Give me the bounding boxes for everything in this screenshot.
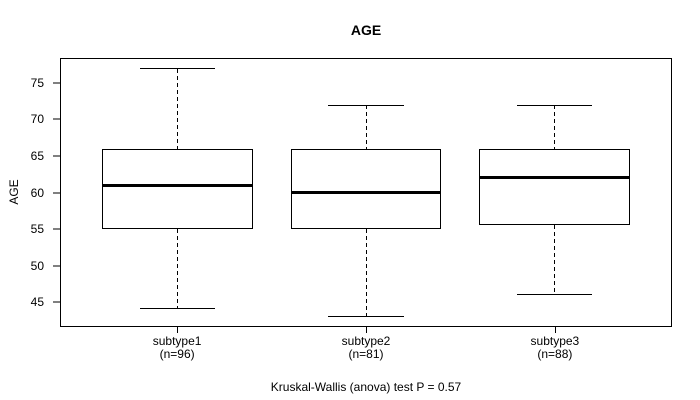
x-group-label: subtype3 (n=88) <box>485 335 625 361</box>
y-tick-label: 75 <box>30 75 44 90</box>
box-subtype2 <box>290 148 442 229</box>
median-subtype2 <box>290 191 442 194</box>
box-subtype1 <box>102 148 254 229</box>
whisker-lower-line <box>553 225 555 295</box>
x-group-label-line2: (n=96) <box>159 347 195 361</box>
whisker-lower-cap <box>328 315 404 317</box>
x-group-label: subtype2 (n=81) <box>296 335 436 361</box>
y-tick-label: 60 <box>30 185 44 200</box>
x-tick <box>366 327 367 333</box>
y-tick <box>53 265 60 267</box>
whisker-upper-cap <box>516 104 592 106</box>
x-group-label-line1: subtype1 <box>152 334 202 348</box>
caption: Kruskal-Wallis (anova) test P = 0.57 <box>270 380 462 394</box>
median-subtype3 <box>478 176 630 180</box>
whisker-lower-cap <box>140 308 216 310</box>
y-axis: 45 50 55 60 65 70 75 <box>0 58 60 327</box>
y-tick-label: 65 <box>30 148 44 163</box>
x-group-label: subtype1 (n=96) <box>107 335 247 361</box>
whisker-upper-cap <box>328 104 404 106</box>
whisker-lower-cap <box>516 293 592 295</box>
whisker-upper-line <box>365 105 367 149</box>
x-group-label-line2: (n=88) <box>537 347 573 361</box>
y-tick <box>53 192 60 193</box>
y-tick <box>53 118 60 120</box>
chart-title: AGE <box>350 22 382 38</box>
x-tick <box>177 327 179 333</box>
x-group-label-line2: (n=81) <box>348 347 384 361</box>
y-tick <box>53 82 60 84</box>
box-subtype3 <box>478 148 630 226</box>
x-group-label-line1: subtype2 <box>341 334 391 348</box>
y-tick <box>53 155 60 157</box>
y-tick <box>53 301 60 303</box>
y-tick-label: 70 <box>30 112 44 127</box>
whisker-upper-line <box>177 68 179 149</box>
median-subtype1 <box>102 183 254 187</box>
y-tick-label: 50 <box>30 258 44 273</box>
y-tick-label: 55 <box>30 222 44 237</box>
whisker-upper-line <box>553 105 555 149</box>
x-tick <box>554 327 556 333</box>
x-group-label-line1: subtype3 <box>530 334 580 348</box>
whisker-lower-line <box>365 228 367 317</box>
y-tick-label: 45 <box>30 295 44 310</box>
plot-area <box>60 58 672 327</box>
whisker-lower-line <box>177 228 179 309</box>
whisker-upper-cap <box>140 68 216 70</box>
y-tick <box>53 228 60 230</box>
